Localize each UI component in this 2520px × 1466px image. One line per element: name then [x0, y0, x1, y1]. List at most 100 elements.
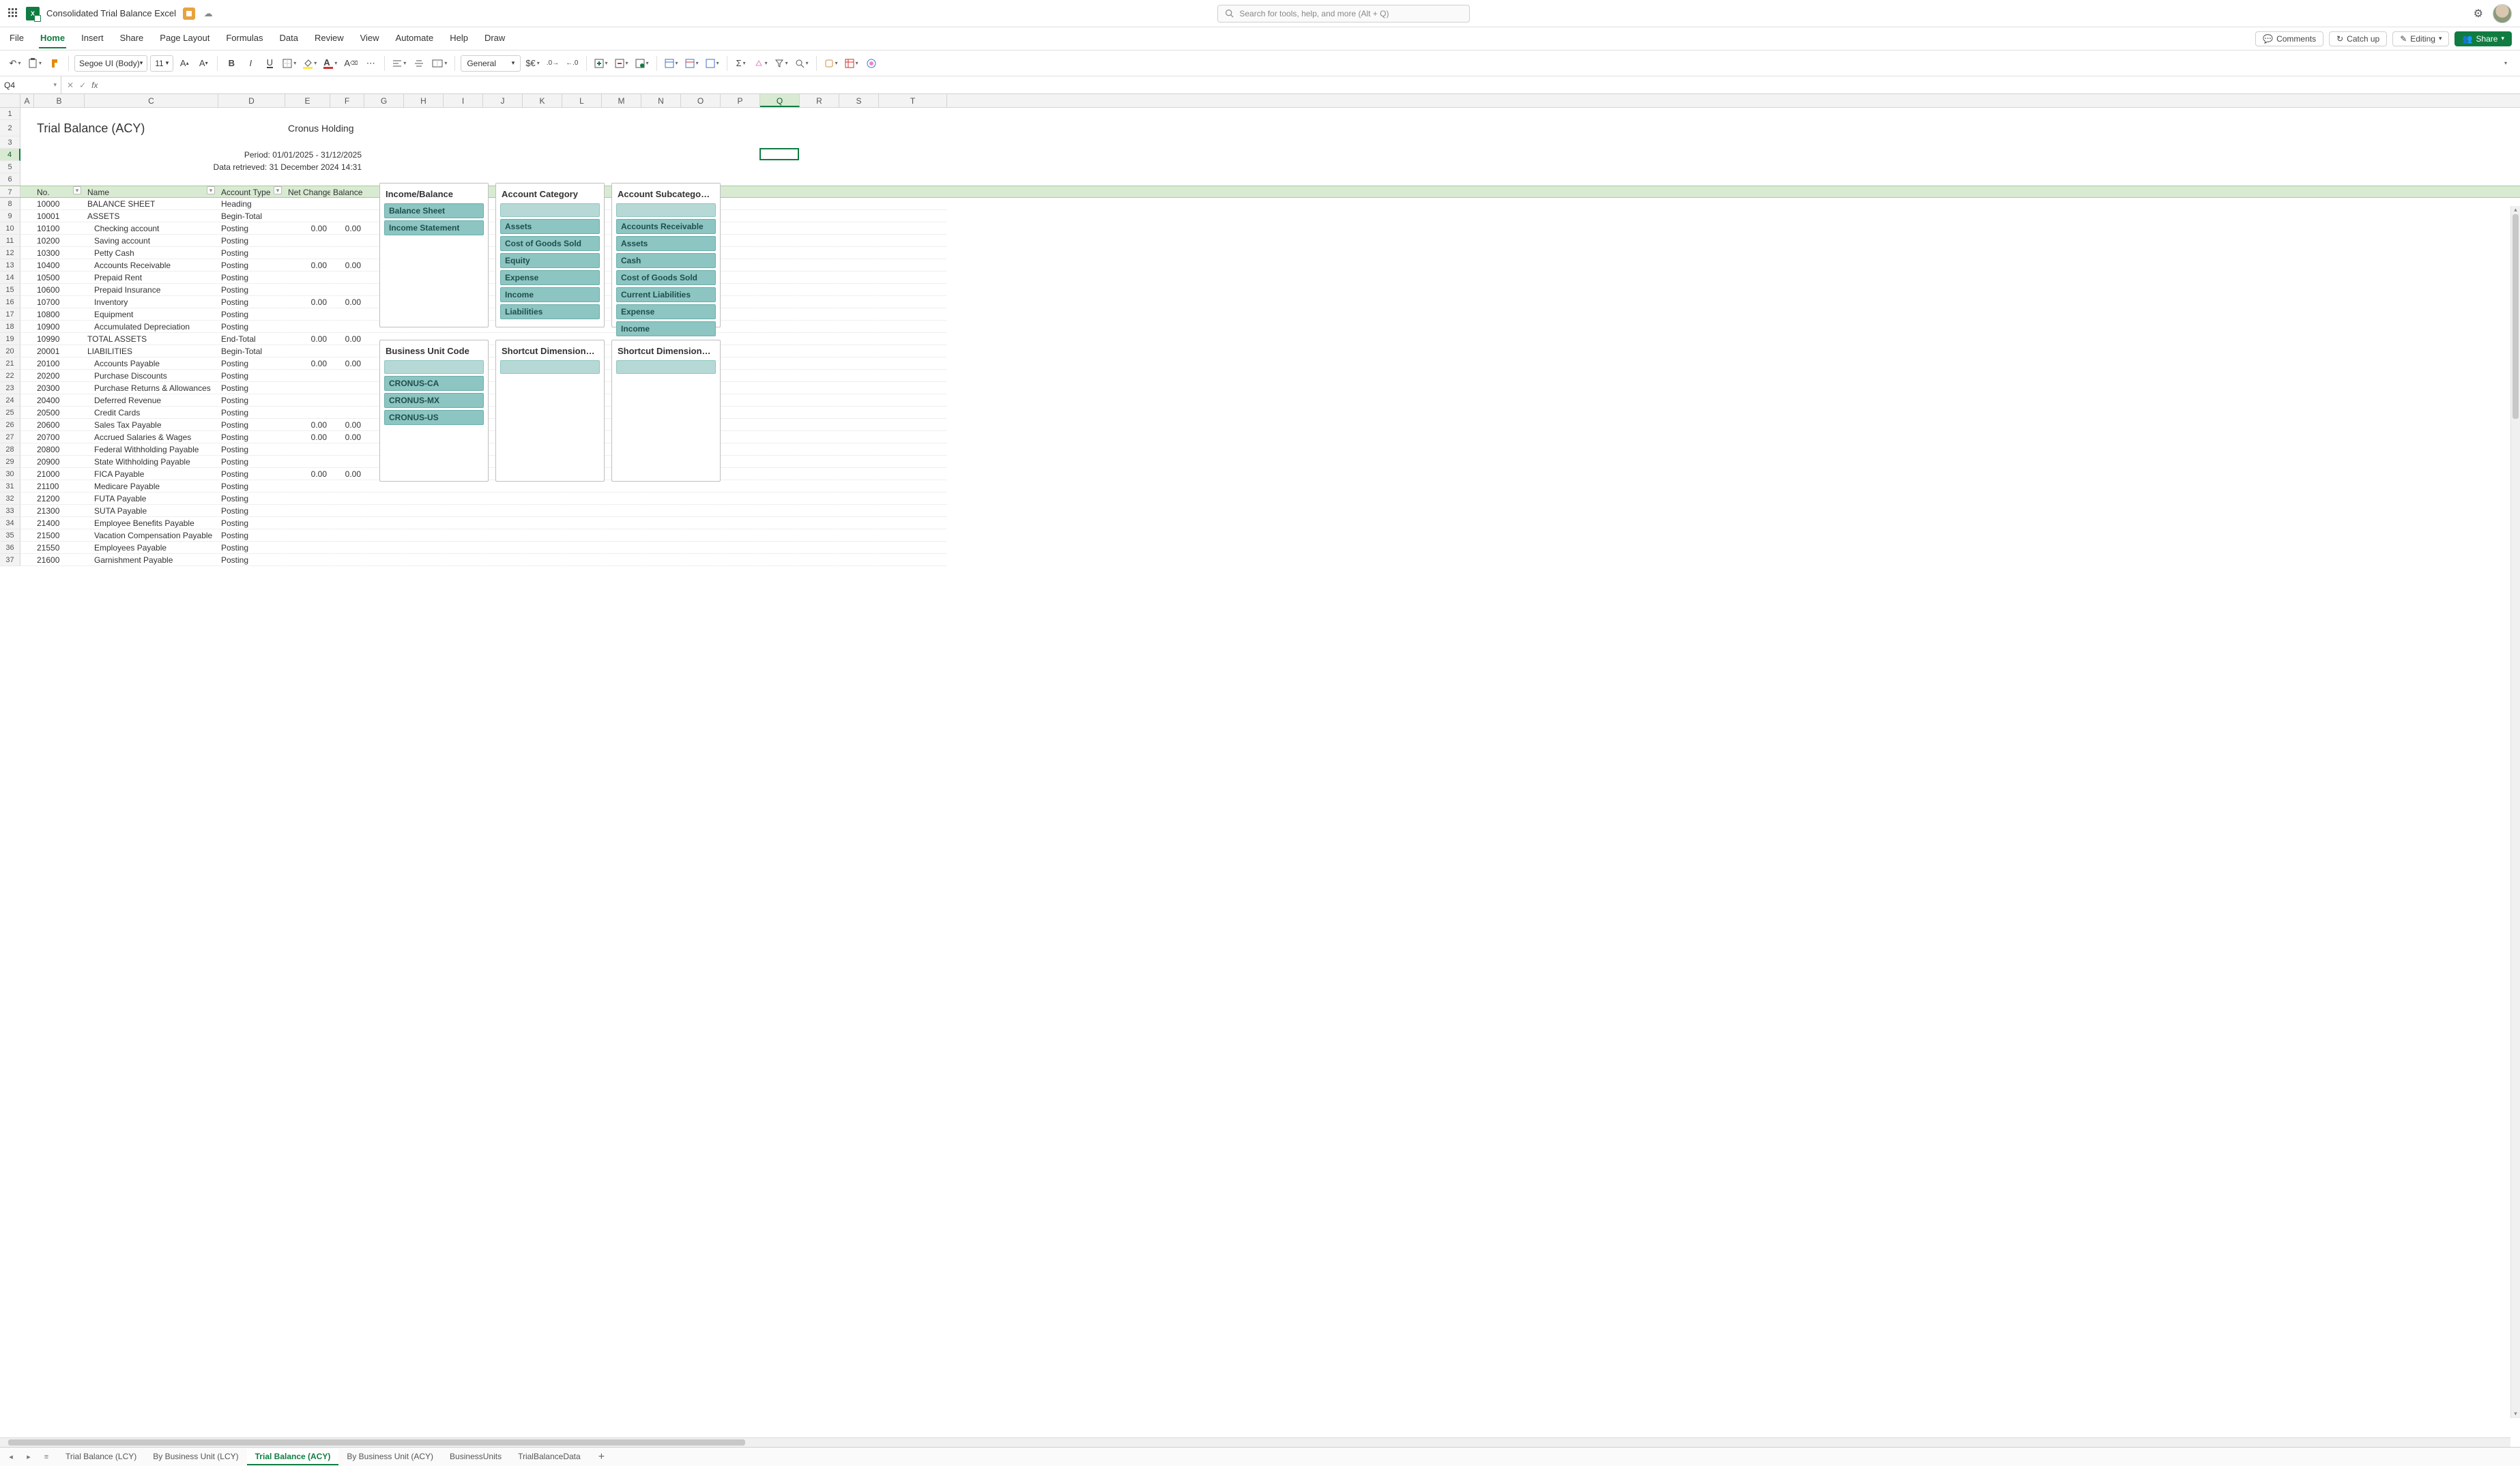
cell[interactable]: Employees Payable	[85, 542, 218, 554]
row-header[interactable]: 19	[0, 333, 20, 345]
cell[interactable]: 21000	[34, 468, 85, 480]
cell[interactable]	[85, 173, 218, 186]
cell[interactable]	[285, 493, 330, 505]
row-header[interactable]: 16	[0, 296, 20, 308]
cell[interactable]: Sales Tax Payable	[85, 419, 218, 431]
cell[interactable]	[839, 222, 879, 235]
menu-insert[interactable]: Insert	[80, 29, 105, 48]
cell[interactable]	[20, 493, 34, 505]
cell[interactable]	[681, 480, 721, 493]
slicer-item[interactable]	[384, 360, 484, 374]
cell[interactable]: 21500	[34, 529, 85, 542]
cell[interactable]	[800, 120, 839, 136]
cell[interactable]	[721, 456, 760, 468]
cell[interactable]: Garnishment Payable	[85, 554, 218, 566]
cell[interactable]: Posting	[218, 407, 285, 419]
slicer-item[interactable]: Cost of Goods Sold	[500, 236, 600, 251]
cell[interactable]	[760, 198, 800, 210]
cell[interactable]	[330, 235, 364, 247]
cell[interactable]	[760, 357, 800, 370]
cell[interactable]: Begin-Total	[218, 345, 285, 357]
cell[interactable]	[330, 136, 364, 149]
cell[interactable]	[20, 108, 34, 120]
cell[interactable]	[330, 407, 364, 419]
cell[interactable]	[20, 173, 34, 186]
cell[interactable]	[721, 480, 760, 493]
cell[interactable]	[839, 173, 879, 186]
cell[interactable]	[800, 296, 839, 308]
cell[interactable]	[879, 161, 947, 173]
cell[interactable]: Deferred Revenue	[85, 394, 218, 407]
cell[interactable]	[839, 333, 879, 345]
cell[interactable]	[285, 210, 330, 222]
number-format-select[interactable]: General▾	[461, 55, 521, 72]
cell[interactable]	[879, 345, 947, 357]
cell[interactable]	[839, 407, 879, 419]
cell[interactable]	[839, 235, 879, 247]
row-header[interactable]: 20	[0, 345, 20, 357]
column-header-P[interactable]: P	[721, 94, 760, 107]
cell[interactable]: Prepaid Rent	[85, 272, 218, 284]
column-header-E[interactable]: E	[285, 94, 330, 107]
cell[interactable]: State Withholding Payable	[85, 456, 218, 468]
cell[interactable]	[330, 517, 364, 529]
cell[interactable]	[330, 173, 364, 186]
sheet-tab[interactable]: Trial Balance (LCY)	[57, 1449, 145, 1465]
cell[interactable]: Accounts Receivable	[85, 259, 218, 272]
underline-button[interactable]: U	[261, 55, 278, 72]
column-header-J[interactable]: J	[483, 94, 523, 107]
more-format-button[interactable]: ⋯	[362, 55, 379, 72]
cell[interactable]	[760, 259, 800, 272]
cell[interactable]	[760, 222, 800, 235]
fill-color-button[interactable]: ▾	[301, 55, 319, 72]
cell[interactable]	[218, 173, 285, 186]
cell[interactable]	[800, 308, 839, 321]
cell[interactable]	[602, 554, 641, 566]
cell[interactable]	[721, 296, 760, 308]
cell[interactable]: BALANCE SHEET	[85, 198, 218, 210]
cell[interactable]	[721, 529, 760, 542]
cell[interactable]	[285, 235, 330, 247]
cell[interactable]	[404, 529, 444, 542]
cell[interactable]	[800, 554, 839, 566]
cell[interactable]	[839, 480, 879, 493]
cell[interactable]: 0.00	[330, 419, 364, 431]
cell[interactable]	[483, 554, 523, 566]
cell[interactable]: 0.00	[285, 222, 330, 235]
cell[interactable]	[20, 480, 34, 493]
cell[interactable]: Petty Cash	[85, 247, 218, 259]
cell[interactable]	[760, 333, 800, 345]
cell[interactable]	[879, 149, 947, 161]
cell[interactable]	[20, 333, 34, 345]
slicer-item[interactable]	[616, 360, 716, 374]
cell[interactable]: 0.00	[285, 357, 330, 370]
cell[interactable]	[562, 161, 602, 173]
cell[interactable]	[879, 284, 947, 296]
cell[interactable]: Posting	[218, 542, 285, 554]
cell[interactable]	[20, 554, 34, 566]
cell[interactable]	[330, 505, 364, 517]
cell[interactable]: 0.00	[330, 333, 364, 345]
cell[interactable]	[760, 136, 800, 149]
cell[interactable]	[721, 259, 760, 272]
cell[interactable]	[285, 407, 330, 419]
cell[interactable]: 21600	[34, 554, 85, 566]
cell[interactable]	[20, 136, 34, 149]
cell[interactable]: Posting	[218, 357, 285, 370]
cell[interactable]: Posting	[218, 529, 285, 542]
column-header-K[interactable]: K	[523, 94, 562, 107]
saved-cloud-icon[interactable]: ☁	[202, 8, 214, 20]
cell[interactable]	[879, 394, 947, 407]
cell[interactable]: Posting	[218, 443, 285, 456]
cell[interactable]	[879, 272, 947, 284]
cell[interactable]	[681, 120, 721, 136]
cell[interactable]	[879, 210, 947, 222]
cell[interactable]	[800, 222, 839, 235]
cell[interactable]	[85, 120, 218, 136]
cell[interactable]	[839, 345, 879, 357]
cell[interactable]	[444, 120, 483, 136]
cell[interactable]	[760, 370, 800, 382]
filter-icon[interactable]: ▾	[73, 186, 81, 194]
cell[interactable]	[879, 108, 947, 120]
cell[interactable]	[444, 108, 483, 120]
